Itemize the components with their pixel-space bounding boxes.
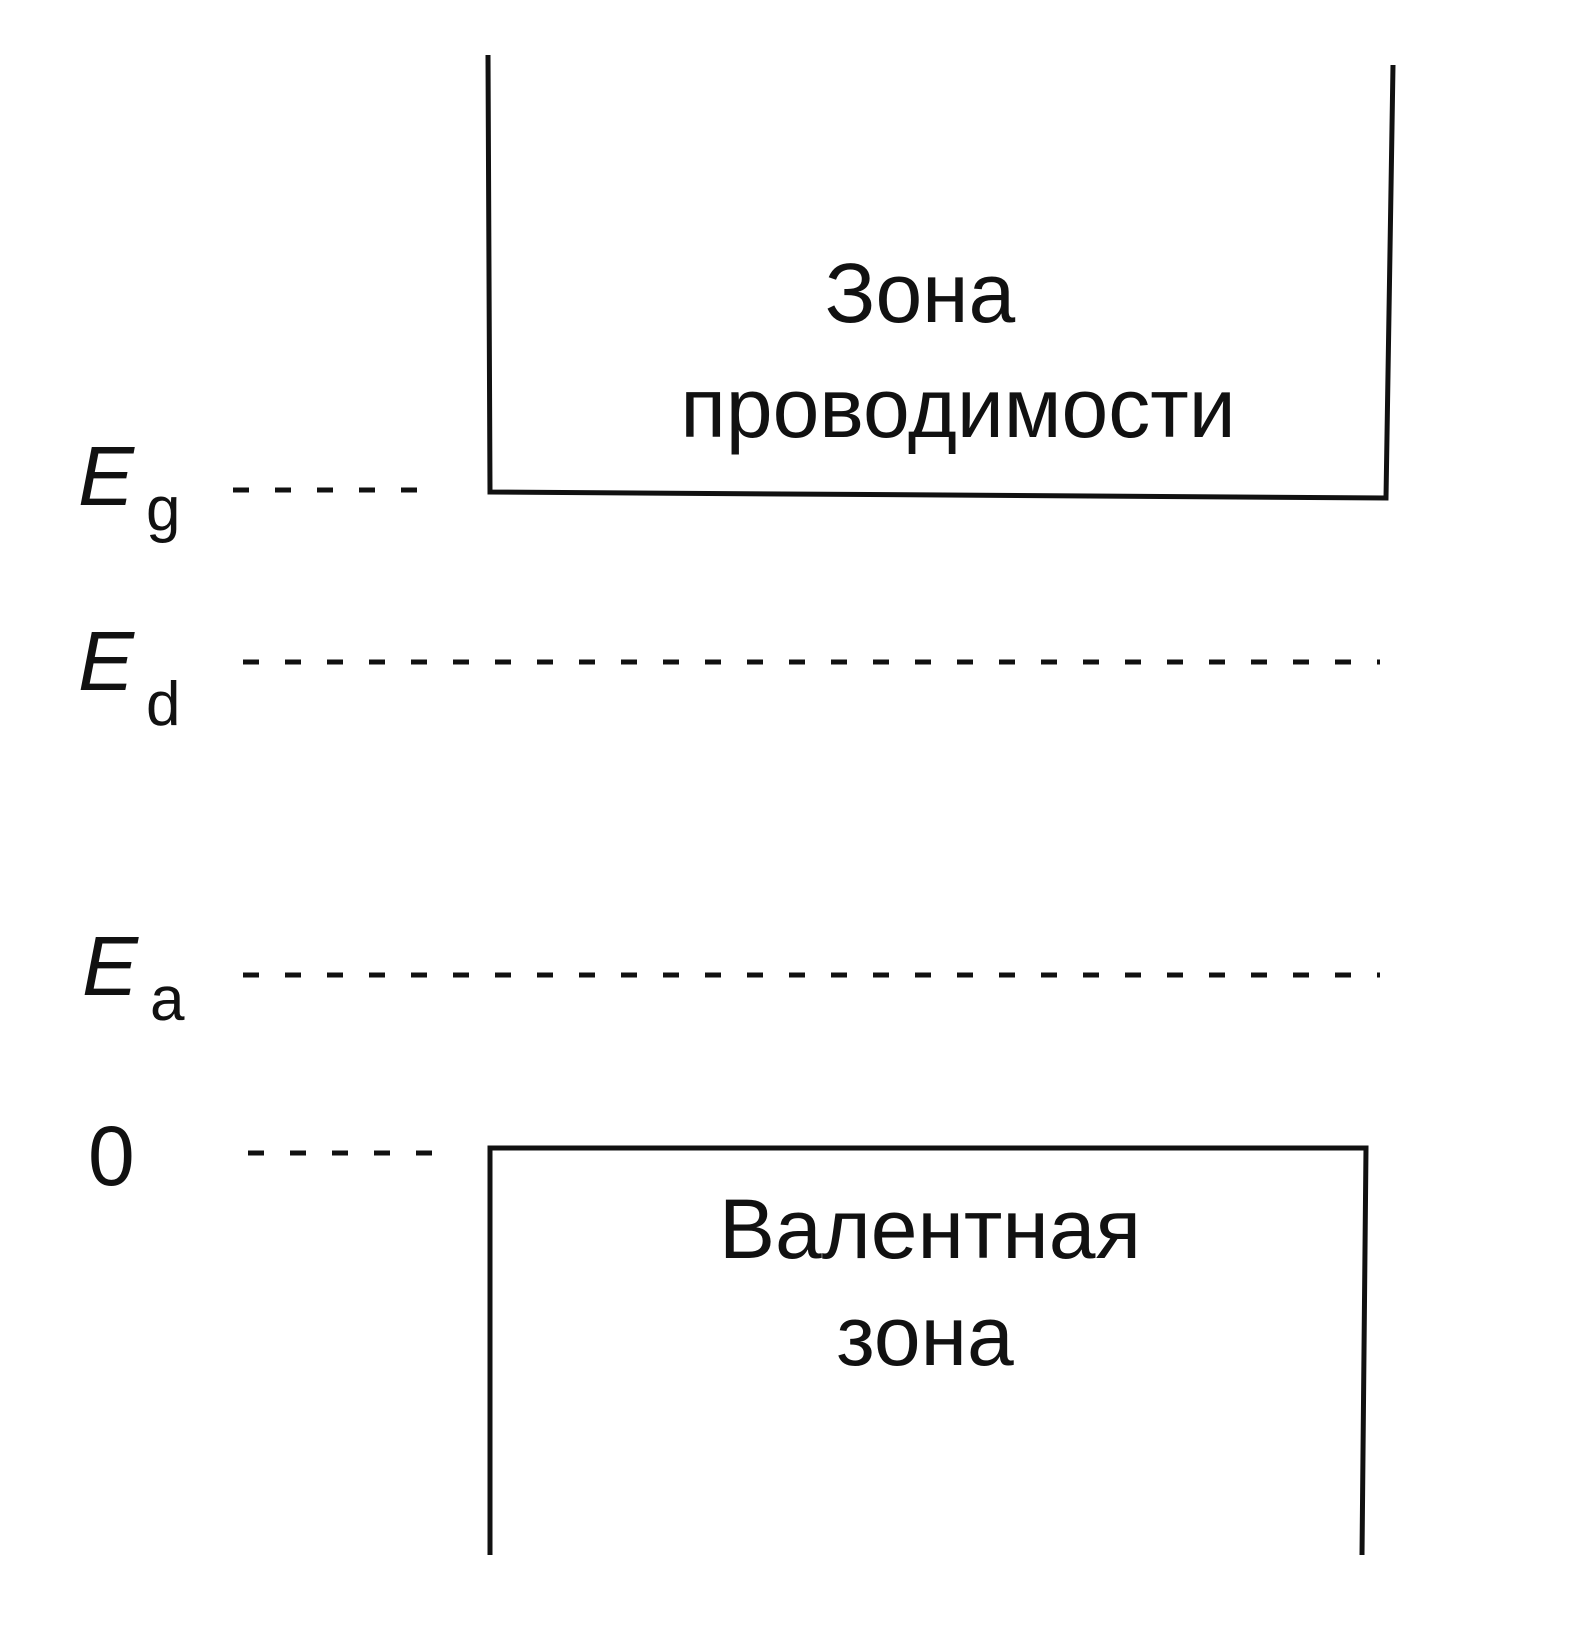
ea-symbol: E	[82, 919, 139, 1013]
eg-symbol: E	[78, 429, 135, 523]
zero-level-label: 0	[88, 1109, 135, 1203]
ea-level-label: E a	[82, 919, 185, 1034]
eg-level-label: E g	[78, 429, 180, 544]
eg-subscript: g	[146, 475, 180, 544]
ed-symbol: E	[78, 614, 135, 708]
valence-band-outline	[487, 1145, 1369, 1556]
conduction-band-outline	[485, 54, 1396, 501]
ea-subscript: a	[150, 965, 185, 1034]
conduction-band-label-line2: проводимости	[680, 361, 1235, 455]
valence-band-label-line1: Валентная	[719, 1182, 1141, 1276]
ed-subscript: d	[146, 670, 180, 739]
conduction-band-label-line1: Зона	[825, 246, 1016, 340]
ed-level-label: E d	[78, 614, 180, 739]
valence-band-label-line2: зона	[836, 1289, 1014, 1383]
